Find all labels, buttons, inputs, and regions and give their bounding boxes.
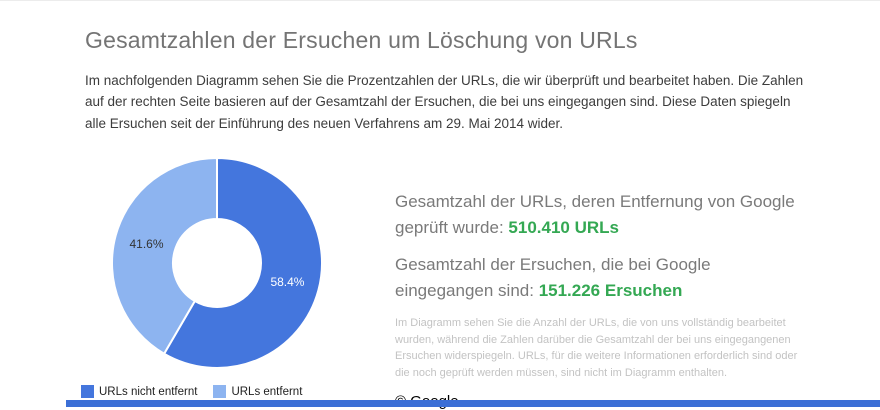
chart-footnote: Im Diagramm sehen Sie die Anzahl der URL…: [395, 317, 798, 379]
page-title: Gesamtzahlen der Ersuchen um Löschung vo…: [85, 27, 638, 53]
chart-legend: URLs nicht entfernt URLs entfernt: [81, 385, 385, 398]
stats-panel: Gesamtzahl der URLs, deren Entfernung vo…: [395, 189, 813, 410]
chart-slice-1[interactable]: [111, 156, 218, 356]
stat-line-requests: Gesamtzahl der Ersuchen, die bei Google …: [395, 252, 813, 303]
stat-line-urls: Gesamtzahl der URLs, deren Entfernung vo…: [395, 189, 813, 240]
stat-requests-value: 151.226 Ersuchen: [538, 280, 683, 300]
intro-text: Im nachfolgenden Diagramm sehen Sie die …: [85, 73, 804, 131]
footer-bar: [66, 400, 880, 407]
donut-chart[interactable]: 58.4% 41.6%: [101, 147, 333, 379]
chart-slice-0[interactable]: [162, 156, 323, 369]
slice-label-1: 41.6%: [130, 237, 164, 251]
legend-item-removed: URLs entfernt: [213, 385, 302, 398]
legend-swatch-removed: [213, 385, 227, 398]
removal-donut-chart-block: 58.4% 41.6% URLs nicht entfernt URLs entf…: [81, 147, 385, 398]
stat-urls-text: Gesamtzahl der URLs, deren Entfernung vo…: [395, 192, 795, 237]
legend-label-not-removed: URLs nicht entfernt: [99, 385, 198, 398]
stat-requests-text: Gesamtzahl der Ersuchen, die bei Google …: [395, 255, 711, 300]
stat-urls-value: 510.410 URLs: [508, 217, 619, 237]
legend-swatch-not-removed: [81, 385, 94, 398]
slice-label-0: 58.4%: [270, 275, 304, 289]
legend-label-removed: URLs entfernt: [231, 385, 303, 398]
legend-item-not-removed: URLs nicht entfernt: [81, 385, 197, 398]
